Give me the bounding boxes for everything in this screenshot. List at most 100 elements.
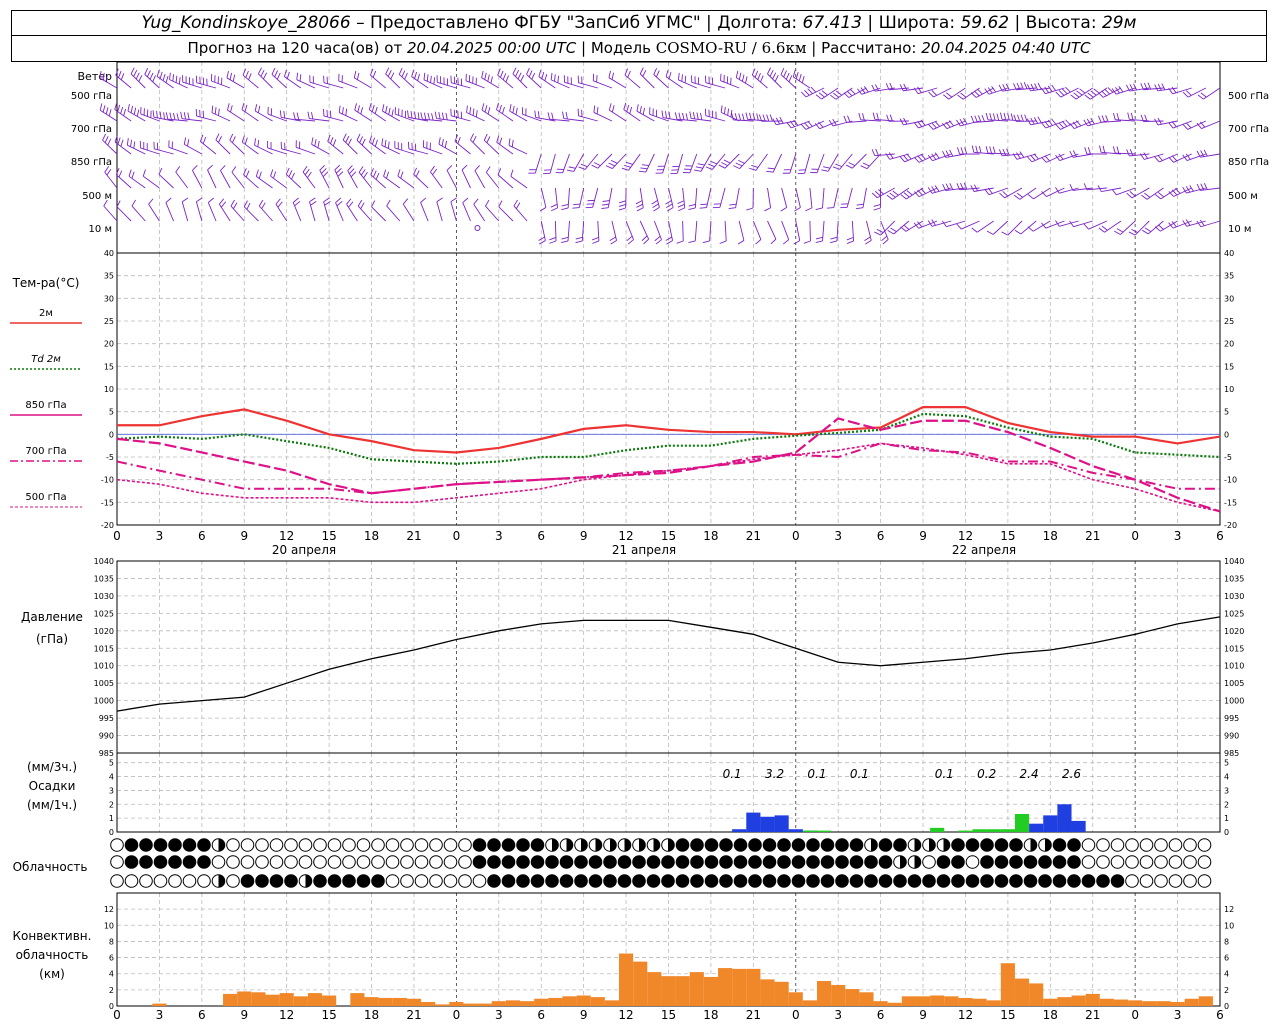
wind-barb-feather [1199,121,1206,128]
wind-barb-feather [928,123,934,130]
cloud-cover-symbol [835,855,849,869]
conv-bar [647,972,662,1006]
conv-bar [279,993,294,1006]
wind-barb-feather [484,105,488,113]
wind-barb-feather [665,236,673,241]
wind-barb-feather [575,240,583,244]
wind-barb [131,205,146,222]
cloud-cover-symbol [153,838,168,852]
wind-barb-feather [411,69,415,77]
wind-barb [1187,87,1207,98]
cloud-cover-symbol [1197,874,1212,888]
wind-barb-feather [1175,188,1181,194]
wind-barb-feather [1016,192,1023,198]
wind-level-10m: 10 м [89,224,112,235]
wind-barb [485,205,500,222]
wind-barb-feather [1030,154,1036,161]
pressure-tick-left: 1030 [94,592,114,601]
temp-tick-left: 35 [104,272,114,281]
wind-barb-feather [1112,146,1116,154]
cloud-cover-symbol [269,838,284,852]
wind-barb-feather [695,166,703,169]
pressure-tick-right: 1015 [1224,644,1244,653]
wind-barb [483,139,500,155]
pressure-unit: (гПа) [36,632,68,646]
wind-barb-feather [611,72,615,80]
wind-barb-feather [973,184,978,192]
wind-barb-feather [1185,153,1191,160]
wind-barb-feather [610,159,618,164]
cloud-cover-symbol [748,855,762,869]
cloud-cover-symbol [313,855,327,869]
legend-t2m-label: 2м [39,308,53,319]
wind-barb-feather [99,103,103,111]
cloud-cover-symbol [269,874,284,888]
wind-barb [781,220,790,240]
wind-barb-feather [441,139,444,147]
cloud-cover-symbol [1197,855,1212,869]
conv-bar [548,997,563,1006]
wind-barb-feather [1155,194,1162,200]
wind-barb-feather [1044,155,1050,162]
wind-barb-feather [1147,82,1152,90]
wind-barb-feather [625,161,633,165]
cloud-cover-symbol [458,855,472,869]
wind-barb-feather [231,136,236,143]
cloud-cover-symbol [994,874,1009,888]
cloud-cover-symbol [1139,874,1154,888]
cloud-cover-partial [218,838,225,852]
lat-label: Широта: [878,13,956,33]
cloud-cover-symbol [1168,855,1183,869]
conv-label-2: облачность [16,948,89,962]
cloud-cover-symbol [632,874,646,888]
wind-barb-feather [1104,88,1111,95]
wind-barb [254,110,273,122]
wind-barb [497,174,514,189]
wind-barb-feather [1131,228,1138,233]
day-label-22: 22 апреля [952,543,1016,557]
cloud-cover-symbol [878,838,893,852]
wind-barb-feather [549,236,557,241]
hour-tick-bottom: 15 [661,1008,676,1022]
wind-barb-feather [257,105,261,113]
wind-barb-feather [457,136,461,144]
calc-label: Рассчитано: [821,39,917,57]
wind-barb-feather [942,183,947,191]
cloud-cover-symbol [791,838,806,852]
wind-barb [436,201,443,222]
wind-barb-feather [913,87,919,94]
wind-barb-feather [304,168,310,176]
forecast-label: Прогноз на 120 часа(ов) от [187,39,403,57]
wind-barb [371,206,386,222]
wind-barb-feather [1185,219,1191,226]
wind-barb-feather [279,110,282,118]
cloud-cover-symbol [240,838,255,852]
wind-barb-feather [1083,223,1089,230]
alt-value: 29м [1101,13,1137,33]
temp-tick-right: 25 [1224,317,1234,326]
wind-barb-feather [665,69,669,77]
cloud-cover-symbol [878,855,893,869]
wind-barb-feather [547,112,551,120]
cloud-cover-symbol [719,838,733,852]
wind-barb-feather [1051,84,1057,91]
wind-barb-feather [927,187,933,194]
wind-barb-feather [655,239,662,245]
wind-barb-feather [561,207,569,211]
wind-barb-feather [230,199,235,207]
wind-barb-feather [472,108,475,116]
wind-barb-feather [963,182,968,190]
pressure-tick-left: 990 [99,732,114,741]
conv-bar [746,968,761,1006]
wind-barb-feather [152,75,157,82]
wind-barb-feather [943,94,950,100]
pressure-tick-right: 1035 [1224,574,1244,583]
wind-barb-feather [296,72,299,80]
wind-barb-feather [913,122,919,129]
wind-barb [339,112,358,122]
temp-tick-right: -15 [1224,498,1237,507]
wind-barb-feather [347,138,352,146]
cloud-cover-symbol [168,838,182,852]
legend-td2m-label: Td 2м [31,354,61,365]
wind-barb-feather [470,133,474,141]
